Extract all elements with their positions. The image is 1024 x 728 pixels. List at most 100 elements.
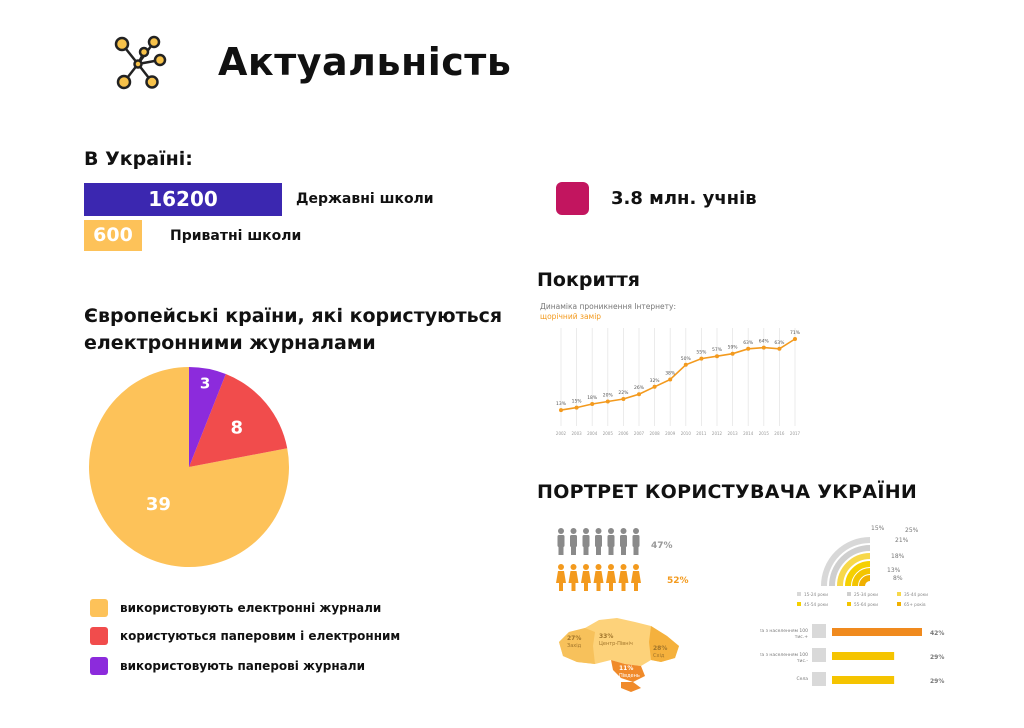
data-label: 63% (743, 340, 754, 346)
age-infographic: 15% 25% 21% 18% 13%8% 15-24 роки 25-34 роки 35… (797, 525, 928, 607)
data-point (699, 356, 704, 361)
data-label: 59% (728, 345, 739, 351)
data-point (746, 346, 751, 351)
legend-swatch (90, 599, 108, 617)
age-legend-label: 35-44 роки (904, 592, 928, 597)
settlement-label: Міста з населенням 100 (760, 628, 808, 634)
age-percent: 15% (871, 525, 885, 532)
age-legend-swatch (797, 602, 801, 606)
pie-value-label: 39 (146, 494, 171, 515)
man-icon (570, 528, 577, 555)
ukraine-heading: В Україні: (84, 148, 193, 170)
x-tick-label: 2002 (556, 431, 567, 436)
data-point (574, 405, 579, 410)
settlement-label: тис.+ (795, 634, 808, 640)
x-tick-label: 2017 (790, 431, 801, 436)
map-west (559, 628, 595, 664)
chart-subcaption: щорічний замір (540, 312, 601, 321)
data-label: 63% (774, 340, 785, 346)
women-percent: 52% (667, 576, 689, 586)
state-schools-bar: 16200 (84, 183, 282, 216)
internet-penetration-chart: Динаміка проникнення Інтернету: щорічний… (540, 302, 801, 436)
x-tick-label: 2011 (696, 431, 707, 436)
building-icon (812, 672, 826, 686)
series-line (560, 338, 796, 411)
settlement-label: тис.- (797, 659, 808, 664)
pie-slice (189, 374, 288, 467)
legend-swatch (90, 657, 108, 675)
age-legend-label: 15-24 роки (804, 592, 828, 597)
gender-infographic: 47% 52% (556, 528, 689, 591)
settlement-bar (832, 628, 922, 636)
region-percent: 28% (653, 645, 667, 652)
man-icon (632, 528, 640, 555)
data-point (668, 377, 673, 382)
age-legend-swatch (847, 602, 851, 606)
woman-icon (606, 564, 616, 591)
data-label: 13% (556, 401, 567, 407)
x-tick-label: 2015 (759, 431, 770, 436)
x-tick-label: 2014 (743, 431, 754, 436)
map-crimea (621, 682, 641, 692)
chart-caption: Динаміка проникнення Інтернету: (540, 302, 676, 311)
pie-slice (89, 367, 290, 567)
x-tick-label: 2012 (712, 431, 723, 436)
x-tick-label: 2009 (665, 431, 676, 436)
state-schools-label: Державні школи (296, 191, 434, 207)
portrait-heading: ПОРТРЕТ КОРИСТУВАЧА УКРАЇНИ (537, 481, 918, 503)
data-label: 50% (681, 356, 692, 362)
age-arc (837, 553, 871, 587)
age-legend-swatch (847, 592, 851, 596)
woman-icon (593, 564, 604, 591)
building-icon (812, 624, 826, 638)
woman-icon (631, 564, 641, 591)
age-percent: 18% (891, 553, 905, 560)
region-percent: 27% (567, 635, 581, 642)
network-icon (114, 35, 167, 90)
data-label: 22% (618, 390, 629, 396)
age-percent: 21% (895, 537, 909, 544)
age-arc (845, 561, 871, 587)
age-arc (821, 537, 871, 587)
woman-icon (556, 564, 566, 591)
europe-heading: Європейські країни, які користуються еле… (84, 305, 503, 354)
region-name: Схід (653, 653, 665, 659)
settlement-bar (832, 676, 895, 684)
data-label: 38% (665, 371, 676, 377)
data-point (683, 362, 688, 367)
map-east (649, 626, 679, 662)
data-point (621, 397, 626, 401)
x-tick-label: 2005 (603, 431, 614, 436)
x-tick-label: 2016 (774, 431, 785, 436)
private-schools-bar: 600 (84, 220, 142, 251)
age-legend-label: 65+ років (904, 602, 926, 607)
data-label: 55% (696, 350, 707, 356)
men-percent: 47% (651, 541, 673, 551)
data-point (715, 354, 719, 359)
man-icon (582, 528, 590, 555)
data-point (590, 402, 595, 406)
data-label: 64% (759, 339, 770, 345)
age-arc (859, 575, 871, 587)
x-tick-label: 2007 (634, 431, 645, 436)
data-label: 15% (572, 399, 583, 405)
data-point (777, 346, 782, 351)
age-percent: 25% (905, 527, 919, 534)
woman-icon (618, 564, 629, 591)
woman-icon (568, 564, 579, 591)
settlement-bar (832, 652, 895, 660)
pie-slice (189, 367, 226, 467)
pupils-marker (556, 182, 589, 215)
region-name: Захід (567, 643, 582, 649)
x-tick-label: 2010 (681, 431, 692, 436)
data-point (761, 345, 766, 350)
coverage-heading: Покриття (537, 269, 640, 291)
x-tick-label: 2006 (618, 431, 629, 436)
data-label: 18% (587, 395, 598, 401)
x-tick-label: 2008 (650, 431, 661, 436)
regions-map: 27%Захід 33%Центр-Північ 28%Схід 11%Південь (559, 618, 679, 692)
age-percent: 8% (893, 575, 903, 582)
man-icon (595, 528, 602, 555)
building-icon (812, 648, 826, 662)
man-icon (557, 528, 565, 555)
